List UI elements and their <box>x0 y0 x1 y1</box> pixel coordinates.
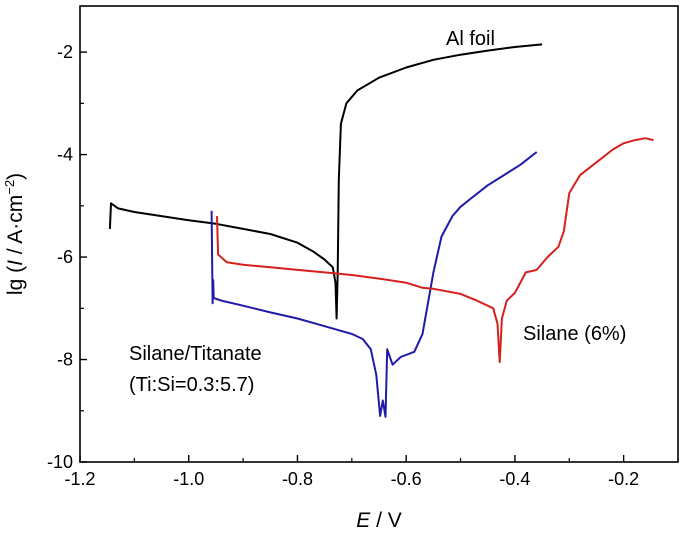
series-lines <box>108 43 654 418</box>
x-tick-label: -0.6 <box>391 469 422 489</box>
y-tick-label: -4 <box>57 145 73 165</box>
y-tick-label: -8 <box>57 350 73 370</box>
series-line-silane-6 <box>216 137 654 364</box>
annotation-silane-titanate-line2: (Ti:Si=0.3:5.7) <box>129 374 254 396</box>
x-tick-label: -0.8 <box>282 469 313 489</box>
x-tick-label: -1.2 <box>64 469 95 489</box>
annotation-al-foil: Al foil <box>446 28 495 50</box>
y-tick-label: -6 <box>57 247 73 267</box>
y-axis-title: lg (I / A·cm−2) <box>2 173 27 295</box>
x-axis-title: E / V <box>356 509 402 532</box>
plot-frame <box>79 5 679 463</box>
x-axis-ticks: -1.2 -1.0 -0.8 -0.6 -0.4 -0.2 <box>64 455 639 489</box>
series-line-silane-titanate <box>210 151 538 418</box>
x-tick-label: -0.4 <box>499 469 530 489</box>
series-line-al-foil <box>108 43 543 320</box>
annotation-silane-titanate-line1: Silane/Titanate <box>129 343 262 365</box>
y-tick-label: -10 <box>47 452 73 472</box>
y-axis-ticks: -10 -8 -6 -4 -2 <box>47 42 87 472</box>
x-tick-label: -0.2 <box>608 469 639 489</box>
y-tick-label: -2 <box>57 42 73 62</box>
annotation-silane-6: Silane (6%) <box>523 323 626 345</box>
x-tick-label: -1.0 <box>173 469 204 489</box>
